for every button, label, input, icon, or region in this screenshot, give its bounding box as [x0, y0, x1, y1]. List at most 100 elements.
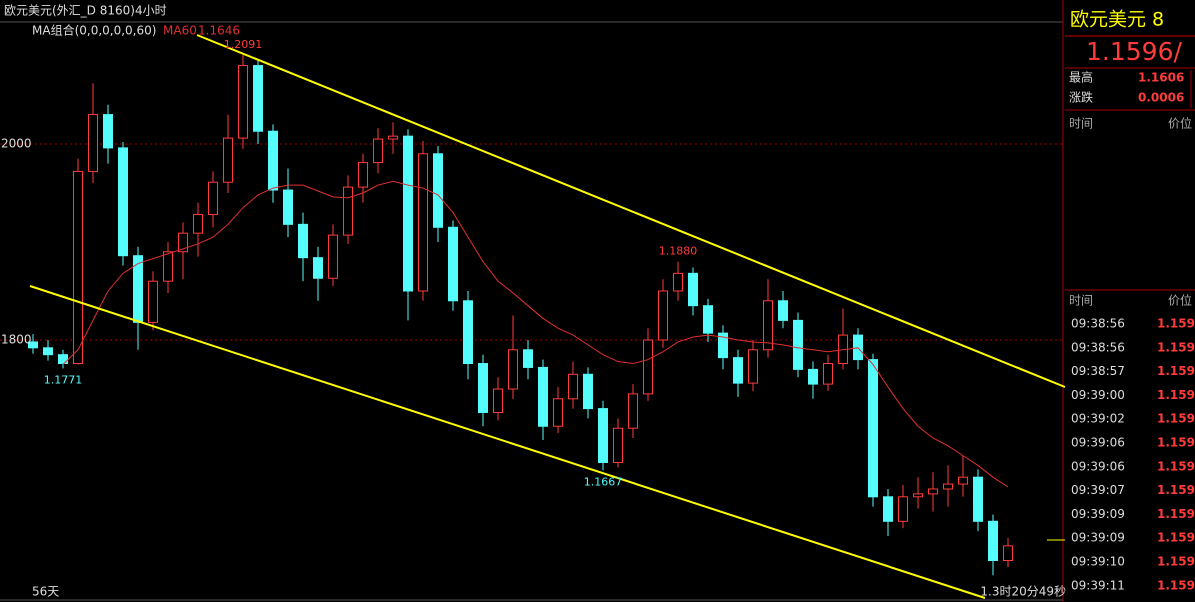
candle-body [538, 366, 548, 427]
candle-body [793, 319, 803, 370]
tick-time: 09:39:02 [1071, 412, 1125, 426]
candle-body [418, 153, 428, 292]
ma-legend-value: 1.1646 [198, 24, 240, 38]
candle-body [223, 137, 233, 183]
candle-body [403, 135, 413, 292]
plot [0, 54, 1063, 576]
tick-price: 1.1594 [1157, 483, 1195, 497]
candle-body [58, 354, 68, 365]
candle-body [148, 280, 158, 323]
tick-time: 09:39:06 [1071, 436, 1125, 450]
candle-body [718, 332, 728, 359]
candle-body [73, 170, 83, 365]
candle-body [283, 189, 293, 225]
candle-body [448, 226, 458, 302]
candle-body [88, 114, 98, 172]
candle-body [313, 257, 323, 279]
tick-time: 09:39:07 [1071, 483, 1125, 497]
tick-price: 1.1594 [1157, 507, 1195, 521]
candle-body [748, 349, 758, 384]
candle-body [163, 251, 173, 282]
tick-price: 1.1595 [1157, 364, 1195, 378]
candle-body [898, 496, 908, 522]
candle-body [868, 359, 878, 498]
candle-body [808, 368, 818, 385]
candle-body [28, 341, 38, 349]
tick-price: 1.1595 [1157, 412, 1195, 426]
countdown: 1.3时20分49秒 [980, 585, 1066, 599]
candle-body [523, 349, 533, 368]
candle-body [883, 496, 893, 522]
tick-price: 1.1596 [1157, 578, 1195, 592]
extreme-label: 1.1771 [44, 373, 83, 386]
candle-body [928, 488, 938, 495]
candle-body [733, 357, 743, 384]
tick-time: 09:39:06 [1071, 459, 1125, 473]
candle-body [613, 427, 623, 463]
tick-price: 1.1595 [1157, 388, 1195, 402]
y-tick-label: 1800 [1, 332, 32, 346]
quote-name: 欧元美元 8 [1070, 9, 1164, 31]
tick-price: 1.1595 [1157, 340, 1195, 354]
candle-body [268, 130, 278, 191]
tick-price: 1.1595 [1157, 555, 1195, 569]
candle-body [988, 520, 998, 562]
candle-body [118, 147, 128, 257]
table-header: 时间 [1069, 117, 1093, 131]
chart-title: 欧元美元(外汇_D 8160)4小时 [4, 4, 167, 18]
stat-label: 最高 [1069, 70, 1093, 85]
candle-body [208, 181, 218, 216]
tick-time: 09:39:09 [1071, 531, 1125, 545]
candle-body [178, 232, 188, 253]
candle-body [298, 223, 308, 259]
stat-value: 1.1606 [1138, 71, 1184, 85]
tick-price: 1.1595 [1157, 317, 1195, 331]
tick-time: 09:39:10 [1071, 555, 1125, 569]
candle-body [43, 347, 53, 356]
candle-body [703, 305, 713, 334]
candle-body [568, 373, 578, 400]
candle-body [133, 255, 143, 323]
indicator-label: MA组合(0,0,0,0,0,60) [32, 23, 156, 38]
candle-body [973, 476, 983, 522]
candle-body [658, 290, 668, 341]
tick-time: 09:39:09 [1071, 507, 1125, 521]
tick-time: 09:38:56 [1071, 340, 1125, 354]
candle-body [508, 349, 518, 390]
candle-body [598, 408, 608, 463]
table-header: 时间 [1069, 294, 1093, 308]
tick-time: 09:39:00 [1071, 388, 1125, 402]
candle-body [358, 162, 368, 188]
candle-body [643, 339, 653, 395]
extreme-label: 1.2091 [224, 38, 263, 51]
tick-price: 1.1596 [1157, 436, 1195, 450]
extreme-label: 1.1667 [584, 475, 623, 488]
candle-body [238, 65, 248, 139]
channel-line [29, 285, 986, 599]
quote-price: 1.1596/ [1086, 37, 1182, 66]
title-bar [0, 0, 1063, 22]
candle-body [253, 65, 263, 132]
candle-body [388, 135, 398, 140]
period-label: 56天 [32, 585, 59, 599]
candle-body [823, 363, 833, 385]
candle-body [478, 363, 488, 414]
channel-line [196, 34, 1066, 388]
candle-body [193, 214, 203, 234]
candle-body [1003, 545, 1013, 562]
stat-label: 涨跌 [1069, 90, 1093, 105]
candle-body [103, 114, 113, 149]
tick-time: 09:38:56 [1071, 317, 1125, 331]
tick-time: 09:38:57 [1071, 364, 1125, 378]
ma-legend-name: MA60 [163, 24, 197, 38]
candle-body [343, 186, 353, 236]
tick-time: 09:39:11 [1071, 578, 1125, 592]
candle-body [958, 476, 968, 485]
candle-body [778, 300, 788, 321]
candle-body [913, 493, 923, 498]
table-header: 价位 [1168, 116, 1192, 131]
candle-body [373, 138, 383, 164]
